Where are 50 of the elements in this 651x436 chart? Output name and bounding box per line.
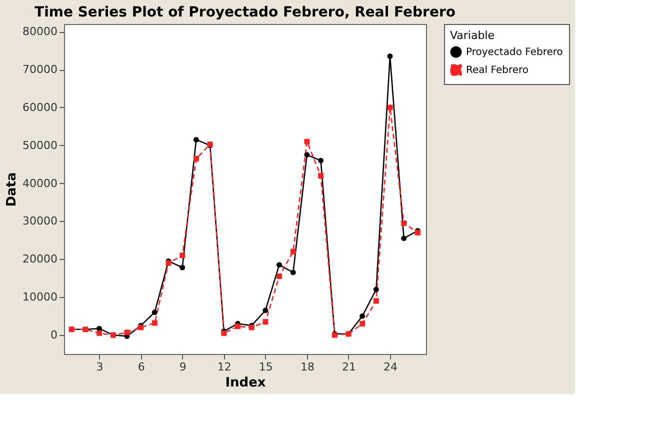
x-tick-label: 21 <box>342 360 356 374</box>
point <box>262 319 268 324</box>
x-tick-label: 15 <box>258 360 273 374</box>
point <box>290 248 296 254</box>
point <box>373 298 379 304</box>
x-tick-label: 9 <box>179 360 186 374</box>
point <box>124 330 130 336</box>
point <box>401 220 407 226</box>
y-tick-label: 10000 <box>22 290 58 304</box>
y-tick-label: 40000 <box>22 176 58 190</box>
point <box>180 252 186 258</box>
y-tick-label: 70000 <box>22 63 58 76</box>
legend-label: Real Febrero <box>466 65 528 76</box>
legend-title: Variable <box>450 29 495 42</box>
x-tick-label: 24 <box>384 360 398 374</box>
point <box>360 320 366 326</box>
point <box>180 264 186 270</box>
point <box>290 270 296 276</box>
y-tick-label: 0 <box>50 328 58 342</box>
point <box>318 158 324 164</box>
x-tick-label: 6 <box>138 360 145 374</box>
point <box>304 152 310 158</box>
point <box>401 236 407 242</box>
point <box>304 138 310 144</box>
y-tick-label: 20000 <box>22 252 58 266</box>
chart-title: Time Series Plot of Proyectado Febrero, Real Febrero <box>34 4 456 20</box>
y-tick-label: 50000 <box>22 138 58 152</box>
x-tick-label: 3 <box>96 360 104 374</box>
point <box>318 172 324 178</box>
legend-label: Proyectado Febrero <box>466 47 563 58</box>
y-tick-label: 30000 <box>22 214 58 228</box>
point <box>387 54 393 59</box>
point <box>193 136 199 142</box>
point <box>262 308 268 314</box>
point <box>152 310 158 316</box>
x-axis-title: Index <box>225 376 266 390</box>
point <box>373 286 379 292</box>
point <box>152 320 158 326</box>
point <box>387 104 393 110</box>
point <box>96 330 102 336</box>
point <box>234 324 240 330</box>
y-axis-title: Data <box>4 172 20 207</box>
point <box>276 262 282 268</box>
x-tick-label: 12 <box>217 360 232 374</box>
point <box>360 313 366 319</box>
x-tick-label: 18 <box>300 360 314 374</box>
point <box>276 274 282 279</box>
y-tick-label: 60000 <box>22 100 58 114</box>
y-tick-label: 80000 <box>22 25 58 38</box>
point <box>193 156 199 162</box>
